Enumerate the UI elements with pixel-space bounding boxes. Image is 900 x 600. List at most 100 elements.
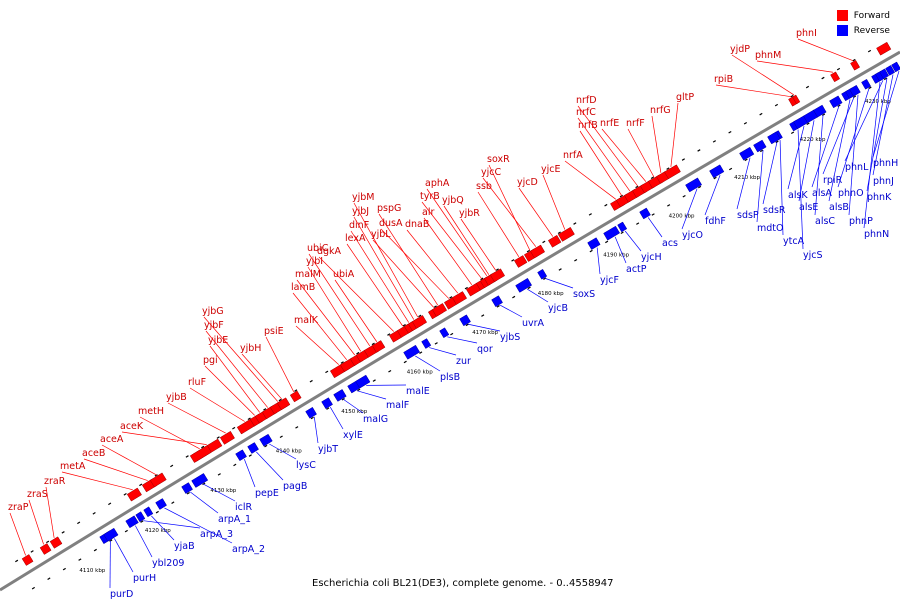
- tick-mark-reverse: [31, 586, 35, 590]
- genome-caption: Escherichia coli BL21(DE3), complete gen…: [312, 578, 614, 589]
- reverse-gene-label: yjbT: [318, 444, 338, 455]
- forward-leader-line: [577, 105, 639, 187]
- reverse-gene-label: yjcS: [803, 250, 823, 261]
- forward-leader-line: [756, 60, 834, 73]
- forward-gene-label: aceA: [100, 434, 124, 445]
- scale-tick-label: 4190 kbp: [603, 252, 629, 258]
- tick-mark-reverse: [728, 167, 733, 171]
- forward-gene: [792, 94, 801, 105]
- reverse-leader-line: [114, 538, 134, 573]
- forward-gene-label: aceK: [120, 421, 144, 432]
- reverse-gene-label: malG: [363, 414, 388, 425]
- reverse-gene-label: ytcA: [783, 236, 805, 247]
- forward-gene-label: ssb: [476, 181, 492, 192]
- reverse-gene-label: alsE: [799, 202, 818, 213]
- reverse-leader-line: [863, 81, 881, 229]
- reverse-gene: [891, 61, 900, 73]
- forward-gene-label: gltP: [676, 92, 694, 103]
- forward-gene-label: yjbE: [208, 335, 228, 346]
- reverse-leader-line: [762, 141, 778, 205]
- forward-leader-line: [577, 117, 631, 192]
- tick-mark-forward: [46, 540, 50, 544]
- forward-gene: [876, 41, 892, 56]
- reverse-leader-line: [798, 120, 815, 202]
- forward-gene: [664, 164, 681, 180]
- forward-gene: [513, 255, 528, 268]
- forward-leader-line: [318, 256, 395, 332]
- reverse-gene-label: malE: [406, 386, 430, 397]
- reverse-gene-label: zur: [456, 356, 471, 367]
- forward-leader-line: [353, 216, 415, 320]
- tick-mark-forward: [619, 194, 623, 198]
- forward-gene-label: yjbQ: [442, 195, 464, 206]
- forward-gene-label: yjbI: [306, 256, 323, 267]
- forward-gene: [451, 291, 468, 305]
- reverse-gene: [421, 338, 432, 349]
- forward-gene-label: nrfF: [626, 118, 645, 129]
- legend-forward: Forward: [836, 8, 890, 23]
- forward-gene-label: malK: [294, 315, 319, 326]
- forward-leader-line: [715, 84, 792, 98]
- reverse-gene-label: malF: [386, 400, 409, 411]
- forward-leader-line: [265, 336, 295, 392]
- forward-leader-line: [460, 218, 497, 271]
- reverse-gene-label: lysC: [296, 460, 316, 471]
- tick-mark-forward: [201, 445, 205, 449]
- scale-tick-label: 4120 kbp: [145, 528, 171, 534]
- tick-mark-forward: [340, 361, 344, 364]
- reverse-gene: [709, 164, 725, 179]
- reverse-leader-line: [837, 88, 870, 188]
- reverse-leader-line: [797, 129, 804, 250]
- forward-leader-line: [241, 353, 282, 400]
- forward-leader-line: [421, 201, 483, 280]
- forward-leader-line: [372, 239, 435, 308]
- tick-mark-reverse: [558, 268, 562, 271]
- reverse-gene: [491, 295, 503, 308]
- tick-mark-forward: [433, 305, 437, 308]
- tick-mark-reverse: [450, 332, 454, 336]
- forward-leader-line: [203, 316, 278, 402]
- forward-gene-label: nrfC: [576, 107, 596, 118]
- forward-leader-line: [83, 458, 148, 481]
- reverse-leader-line: [269, 443, 297, 460]
- tick-mark-reverse: [682, 194, 686, 198]
- reverse-leader-line: [596, 247, 601, 275]
- forward-leader-line: [426, 188, 488, 277]
- forward-gene-label: zraS: [27, 489, 48, 500]
- tick-mark-forward: [185, 455, 189, 458]
- tick-mark-forward: [836, 67, 841, 71]
- forward-gene-label: ubiA: [333, 269, 355, 280]
- tick-mark-reverse: [171, 501, 175, 504]
- forward-leader-line: [308, 253, 371, 347]
- reverse-leader-line: [614, 236, 627, 264]
- reverse-gene-label: arpA_3: [200, 529, 233, 540]
- tick-mark-reverse: [388, 369, 392, 373]
- reverse-gene: [103, 527, 119, 542]
- reverse-gene: [459, 314, 471, 327]
- tick-mark-reverse: [47, 577, 51, 580]
- reverse-leader-line: [624, 230, 642, 252]
- tick-mark-forward: [123, 493, 127, 496]
- forward-leader-line: [353, 202, 419, 318]
- forward-leader-line: [579, 130, 623, 196]
- reverse-leader-line: [545, 278, 574, 289]
- tick-mark-reverse: [295, 426, 299, 429]
- tick-mark-forward: [573, 222, 577, 225]
- forward-leader-line: [731, 54, 795, 96]
- tick-mark-reverse: [636, 222, 640, 225]
- reverse-gene: [537, 268, 548, 280]
- scale-tick-label: 4170 kbp: [472, 330, 498, 336]
- forward-gene: [529, 244, 546, 259]
- scale-tick-label: 4180 kbp: [538, 291, 564, 297]
- tick-mark-reverse: [759, 149, 764, 153]
- legend: Forward Reverse: [836, 8, 890, 38]
- forward-leader-line: [797, 38, 854, 62]
- tick-mark-forward: [852, 58, 856, 62]
- tick-mark-forward: [61, 531, 65, 534]
- forward-leader-line: [189, 387, 245, 422]
- tick-mark-reverse: [419, 351, 423, 354]
- reverse-leader-line: [811, 105, 840, 188]
- tick-mark-forward: [697, 149, 701, 152]
- tick-mark-forward: [77, 521, 81, 525]
- tick-mark-reverse: [326, 407, 330, 410]
